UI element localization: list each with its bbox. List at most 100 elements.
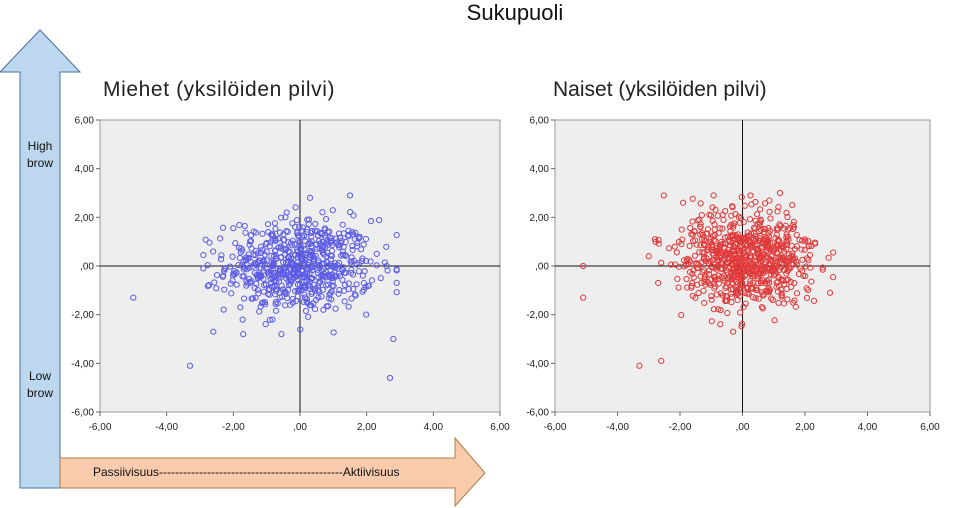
data-point	[713, 245, 720, 252]
data-point	[242, 229, 249, 236]
data-point	[711, 273, 718, 280]
data-point	[361, 268, 368, 275]
data-point	[769, 296, 776, 304]
data-point	[348, 295, 355, 302]
vertical-arrow-shape	[0, 29, 82, 489]
data-point	[306, 248, 313, 255]
data-point	[665, 245, 672, 252]
data-point	[805, 257, 812, 264]
data-point	[340, 230, 347, 237]
data-point	[318, 293, 325, 300]
data-point	[732, 279, 740, 286]
data-point	[758, 303, 766, 311]
data-point	[826, 289, 834, 296]
data-point	[335, 290, 342, 297]
data-point	[697, 242, 704, 249]
data-point	[723, 283, 730, 290]
data-point	[272, 307, 280, 314]
data-point	[791, 279, 798, 287]
data-point	[799, 237, 806, 244]
data-point	[808, 278, 815, 285]
data-point	[819, 264, 826, 271]
data-point	[710, 280, 717, 287]
data-point	[285, 278, 292, 285]
data-point	[743, 261, 750, 269]
data-point	[335, 241, 342, 248]
data-point	[717, 321, 724, 328]
data-point	[746, 216, 754, 223]
data-point	[288, 258, 295, 266]
data-point	[675, 284, 682, 291]
data-point	[217, 256, 225, 263]
data-point	[651, 236, 659, 243]
data-point	[349, 246, 356, 254]
y-tick-label: 4,00	[530, 164, 550, 175]
data-point	[329, 282, 336, 289]
data-point	[239, 247, 246, 254]
data-point	[760, 228, 768, 236]
data-point	[246, 264, 253, 271]
x-tick-label: -6,00	[89, 422, 112, 433]
data-point	[355, 235, 362, 242]
data-point	[671, 243, 678, 250]
data-point	[719, 260, 726, 267]
data-point	[802, 263, 809, 270]
data-point	[350, 212, 357, 219]
data-point	[785, 266, 792, 273]
data-point	[368, 277, 376, 284]
data-point	[803, 294, 811, 301]
y-tick-label: -4,00	[526, 359, 549, 370]
data-point	[723, 252, 730, 259]
data-point	[239, 316, 246, 323]
data-point	[742, 234, 749, 241]
data-point	[339, 276, 346, 284]
data-point	[697, 200, 704, 207]
data-point	[221, 286, 228, 293]
data-point	[713, 291, 720, 298]
vertical-arrow	[0, 29, 82, 489]
data-point	[706, 281, 714, 288]
data-point	[790, 255, 797, 262]
data-point	[767, 215, 774, 222]
data-point	[678, 311, 685, 319]
data-point	[830, 249, 837, 256]
data-point	[254, 286, 261, 293]
data-point	[330, 329, 337, 336]
data-point	[334, 261, 341, 269]
data-point	[775, 254, 782, 261]
data-point	[218, 252, 225, 259]
data-point	[793, 290, 801, 297]
x-tick-label: 4,00	[424, 422, 444, 433]
data-point	[251, 260, 258, 267]
data-point	[336, 286, 343, 294]
data-point	[240, 295, 248, 302]
data-point	[304, 226, 311, 233]
data-point	[236, 221, 243, 229]
data-point	[702, 237, 709, 245]
data-point	[709, 217, 716, 224]
data-point	[757, 270, 764, 277]
x-tick-label: ,00	[736, 422, 750, 433]
data-point	[759, 291, 766, 298]
data-point	[780, 256, 788, 263]
data-point	[319, 276, 326, 283]
data-point	[262, 241, 269, 248]
data-point	[744, 229, 751, 236]
data-point	[741, 202, 748, 209]
data-point	[200, 251, 207, 259]
data-point	[204, 261, 211, 269]
data-point	[750, 235, 757, 242]
data-point	[757, 278, 765, 285]
data-point	[362, 235, 370, 243]
data-point	[756, 255, 763, 262]
data-point	[260, 257, 267, 264]
data-point	[690, 274, 697, 281]
data-point	[699, 229, 706, 237]
data-point	[306, 239, 313, 246]
data-point	[752, 217, 759, 224]
data-point	[328, 296, 335, 303]
data-point	[256, 271, 263, 278]
data-point	[765, 276, 772, 283]
data-point	[735, 246, 742, 253]
data-point	[332, 235, 340, 242]
